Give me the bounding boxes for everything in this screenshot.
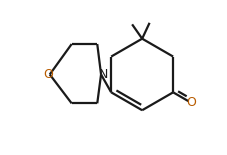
Text: O: O [186,97,196,109]
Text: O: O [43,68,52,81]
Text: N: N [98,68,107,81]
